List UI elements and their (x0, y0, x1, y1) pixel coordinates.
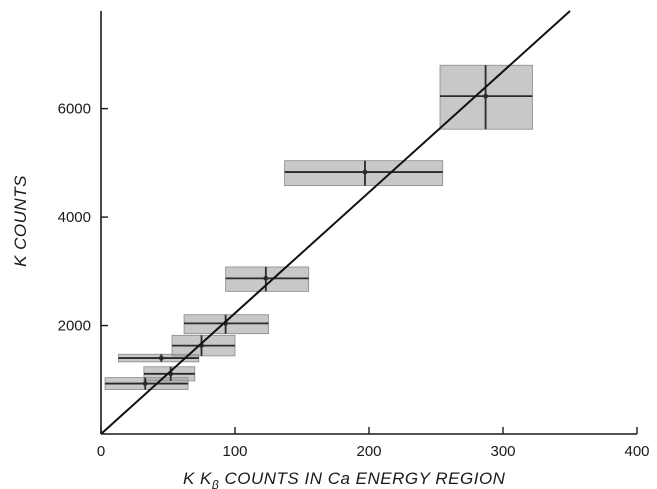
x-tick-label: 100 (222, 443, 247, 460)
x-ticks: 0 100 200 300 400 (97, 427, 650, 460)
x-tick-label: 400 (624, 443, 649, 460)
x-tick-label: 0 (97, 443, 105, 460)
fit-line (100, 10, 571, 435)
data-point (362, 169, 368, 175)
y-tick-label: 4000 (58, 209, 91, 226)
y-ticks: 2000 4000 6000 (58, 101, 108, 335)
x-tick-label: 300 (490, 443, 515, 460)
x-axis-title: K Kβ COUNTS IN Ca ENERGY REGION (183, 469, 506, 489)
y-tick-label: 2000 (58, 318, 91, 335)
error-boxes (104, 64, 533, 390)
y-axis-title: K COUNTS (11, 175, 30, 267)
x-tick-label: 200 (356, 443, 381, 460)
x-axis-title-main: K K (183, 469, 212, 488)
data-point (142, 381, 148, 386)
data-point (483, 93, 488, 99)
data-point (158, 355, 164, 361)
data-point (263, 275, 269, 281)
x-axis-title-rest: COUNTS IN Ca ENERGY REGION (219, 469, 505, 488)
y-tick-label: 6000 (58, 101, 91, 118)
x-axis-title-subscript: β (211, 478, 219, 489)
